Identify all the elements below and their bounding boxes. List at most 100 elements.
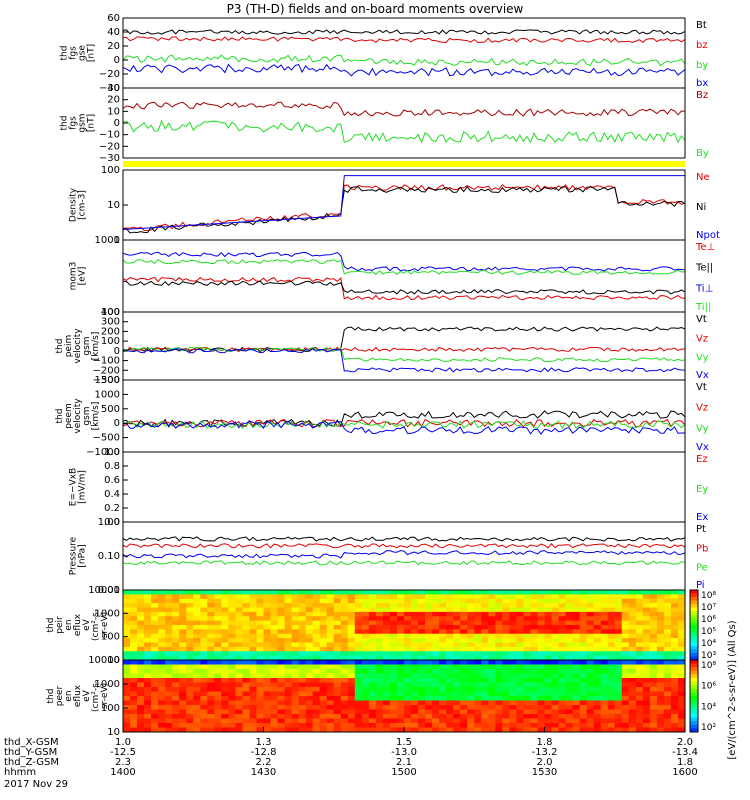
x-tick-label: 2.0 xyxy=(677,737,693,748)
y-axis-label: en xyxy=(64,690,74,701)
legend-Te⊥: Te⊥ xyxy=(695,242,715,253)
y-axis-label: thd xyxy=(46,689,56,704)
y-axis-label: gsm xyxy=(82,406,92,425)
colorbar-tick: 10⁵ xyxy=(701,627,716,637)
y-axis-label: gsm xyxy=(82,336,92,355)
y-tick-label: −100 xyxy=(93,356,120,367)
y-tick-label: 10000 xyxy=(88,655,120,666)
y-tick-label: 300 xyxy=(101,317,120,328)
y-axis-label: eflux xyxy=(73,613,83,636)
x-tick-label: 1.3 xyxy=(256,737,272,748)
y-tick-label: 100 xyxy=(101,632,120,643)
series-line-bx xyxy=(122,63,686,77)
x-tick-label: 1.0 xyxy=(115,737,131,748)
y-tick-label: 100 xyxy=(101,703,120,714)
y-tick-label: 10 xyxy=(107,655,120,666)
y-axis-label: [km/s] xyxy=(91,402,101,431)
y-axis-label: [mV/m] xyxy=(78,470,88,504)
panel-6 xyxy=(122,379,686,453)
series-line-Bz xyxy=(122,101,686,117)
legend-Ni: Ni xyxy=(696,202,706,213)
colorbar-tick: 10⁶ xyxy=(701,682,716,692)
y-tick-label: 1.0 xyxy=(104,447,120,458)
series-line-Vt xyxy=(122,326,686,352)
x-tick-label: 1430 xyxy=(251,767,276,778)
legend-Pt: Pt xyxy=(696,524,706,535)
series-line-By xyxy=(122,119,686,144)
legend-Npot: Npot xyxy=(696,230,720,241)
series-line-by xyxy=(122,54,686,67)
legend-Ti⊥: Ti⊥ xyxy=(695,283,713,294)
x-tick-label: 1600 xyxy=(672,767,697,778)
y-tick-label: 20 xyxy=(107,41,120,52)
x-tick-label: -13.2 xyxy=(532,747,558,758)
y-tick-label: −200 xyxy=(93,365,120,376)
panel-2 xyxy=(122,87,686,159)
legend-Bt: Bt xyxy=(696,20,707,31)
y-tick-label: 200 xyxy=(101,326,120,337)
y-axis-label: (cm²-s- xyxy=(91,609,101,641)
y-tick-label: −30 xyxy=(99,153,120,164)
y-tick-label: 0.0 xyxy=(104,517,120,528)
x-tick-label: 1.5 xyxy=(396,737,412,748)
colorbar-tick: 10⁷ xyxy=(701,603,716,613)
series-line-Ti|| xyxy=(122,258,686,276)
y-tick-label: 1000 xyxy=(95,608,120,619)
x-tick-label: 1530 xyxy=(532,767,557,778)
y-axis-label: E=−VxB xyxy=(69,468,79,506)
y-axis-label: peir xyxy=(55,616,65,634)
y-tick-label: 10 xyxy=(107,727,120,738)
series-line-Vx xyxy=(122,420,685,435)
y-axis-label: Pressure xyxy=(69,536,79,575)
y-axis-label: [cm-3] xyxy=(78,190,88,220)
x-tick-label: -12.8 xyxy=(251,747,277,758)
legend-Vt: Vt xyxy=(696,314,707,325)
x-tick-label: 1400 xyxy=(110,767,135,778)
y-tick-label: 100 xyxy=(101,336,120,347)
series-line-Ne xyxy=(122,183,686,232)
y-tick-label: 0.10 xyxy=(98,551,120,562)
series-line-Bt xyxy=(122,29,686,35)
colorbar-tick: 10⁴ xyxy=(701,702,716,712)
legend-Vx: Vx xyxy=(696,442,709,453)
y-axis-label: [nT] xyxy=(87,114,97,132)
y-axis-label: thd xyxy=(60,46,70,61)
y-axis-label: fgs xyxy=(69,116,79,130)
x-tick-label: 2.3 xyxy=(115,757,131,768)
y-tick-label: 500 xyxy=(101,404,120,415)
quality-flag-bar xyxy=(123,161,685,167)
y-tick-label: 0.2 xyxy=(104,503,120,514)
y-axis-label: sr-eV) xyxy=(100,683,110,709)
y-tick-label: 0.6 xyxy=(104,475,120,486)
series-line-Pb xyxy=(122,543,686,549)
y-tick-label: 0.01 xyxy=(98,585,120,596)
y-tick-label: 1000 xyxy=(95,235,120,246)
series-line-Npot xyxy=(122,175,685,230)
y-tick-label: 100 xyxy=(101,165,120,176)
series-line-Pi xyxy=(122,550,686,559)
y-tick-label: 60 xyxy=(107,13,120,24)
series-line-Pt xyxy=(122,536,686,542)
colorbar-label: [eV/(cm^2-s-sr-eV)] (All Qs) xyxy=(727,620,738,759)
y-tick-label: −300 xyxy=(93,375,120,386)
y-tick-label: −1000 xyxy=(86,447,120,458)
y-axis-label: Density xyxy=(69,187,79,222)
y-axis-label: peer xyxy=(55,685,65,706)
y-axis-label: [km/s] xyxy=(91,332,101,361)
colorbar-tick: 10² xyxy=(701,723,716,733)
x-tick-label: 1500 xyxy=(391,767,416,778)
x-row-label: hhmm xyxy=(4,767,36,778)
chart-title: P3 (TH-D) fields and on-board moments ov… xyxy=(226,2,524,16)
series-line-Te⊥ xyxy=(122,276,685,301)
x-tick-label: 2.2 xyxy=(256,757,272,768)
panel-9 xyxy=(122,589,686,661)
y-tick-label: −40 xyxy=(99,83,120,94)
colorbar-ion xyxy=(689,589,699,661)
y-axis-label: eV xyxy=(82,618,92,631)
y-tick-label: 40 xyxy=(107,27,120,38)
y-axis-label: eflux xyxy=(73,684,83,707)
y-tick-label: 1500 xyxy=(95,375,120,386)
colorbar-tick: 10⁸ xyxy=(701,591,716,601)
legend-Ne: Ne xyxy=(696,172,710,183)
y-tick-label: −500 xyxy=(93,433,120,444)
